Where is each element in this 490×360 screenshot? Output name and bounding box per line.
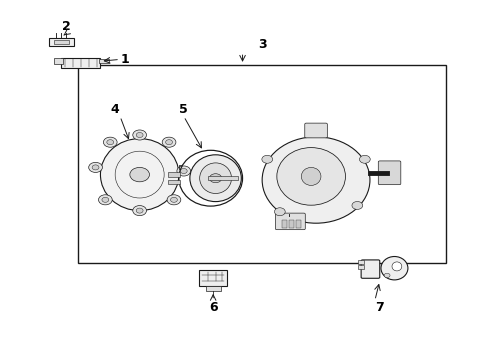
Bar: [282, 220, 287, 228]
Ellipse shape: [392, 262, 402, 271]
Ellipse shape: [130, 167, 149, 182]
Ellipse shape: [277, 148, 345, 205]
Ellipse shape: [190, 155, 241, 202]
Text: 4: 4: [111, 103, 120, 116]
Text: 5: 5: [179, 103, 188, 116]
Ellipse shape: [133, 206, 147, 216]
Ellipse shape: [107, 140, 114, 145]
FancyBboxPatch shape: [168, 172, 180, 177]
Bar: [54, 40, 69, 44]
Text: 7: 7: [375, 301, 384, 314]
Ellipse shape: [98, 195, 112, 205]
Ellipse shape: [103, 137, 117, 147]
Ellipse shape: [89, 162, 102, 172]
Text: 1: 1: [121, 53, 129, 66]
Ellipse shape: [100, 139, 179, 211]
Ellipse shape: [262, 156, 272, 163]
Ellipse shape: [92, 165, 99, 170]
FancyBboxPatch shape: [168, 180, 180, 184]
Text: 6: 6: [209, 301, 218, 314]
Ellipse shape: [171, 197, 177, 202]
Bar: [296, 220, 301, 228]
Ellipse shape: [301, 167, 321, 185]
Ellipse shape: [166, 140, 172, 145]
Ellipse shape: [162, 137, 176, 147]
Bar: [78, 65, 446, 263]
Ellipse shape: [200, 163, 232, 194]
Ellipse shape: [262, 137, 370, 223]
Ellipse shape: [136, 132, 143, 138]
Ellipse shape: [360, 156, 370, 163]
Bar: [289, 220, 294, 228]
FancyBboxPatch shape: [305, 123, 327, 138]
FancyBboxPatch shape: [208, 176, 238, 180]
FancyBboxPatch shape: [361, 260, 380, 278]
Ellipse shape: [167, 195, 181, 205]
Ellipse shape: [133, 130, 147, 140]
Ellipse shape: [136, 208, 143, 213]
Ellipse shape: [180, 168, 187, 174]
Ellipse shape: [352, 202, 363, 210]
Ellipse shape: [102, 197, 109, 202]
Text: 3: 3: [258, 39, 267, 51]
Ellipse shape: [177, 166, 191, 176]
Ellipse shape: [384, 273, 390, 278]
Bar: [358, 265, 364, 269]
FancyBboxPatch shape: [275, 213, 305, 230]
FancyBboxPatch shape: [99, 59, 109, 63]
Ellipse shape: [274, 208, 285, 216]
Ellipse shape: [381, 256, 408, 280]
Text: 2: 2: [62, 21, 71, 33]
Ellipse shape: [210, 174, 221, 183]
Bar: [206, 286, 220, 291]
FancyBboxPatch shape: [54, 58, 63, 64]
FancyBboxPatch shape: [49, 38, 74, 46]
Bar: [199, 270, 227, 286]
Bar: [358, 260, 364, 264]
FancyBboxPatch shape: [61, 58, 100, 68]
FancyBboxPatch shape: [378, 161, 401, 185]
